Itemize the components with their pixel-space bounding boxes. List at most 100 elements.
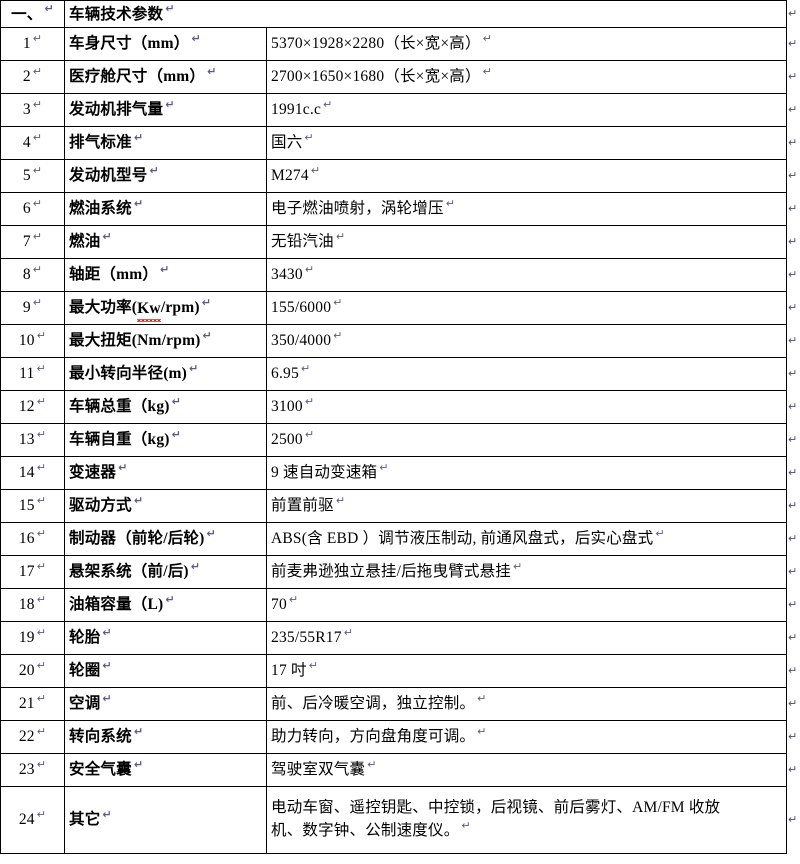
row-value-cell: M274 ↵ [266,159,787,193]
row-value: 国六 [271,134,303,152]
row-label: 安全气囊 [69,761,132,779]
row-value-cell: 前、后冷暖空调，独立控制。 ↵ [266,687,787,721]
vehicle-spec-table: 一、 ↵ 车辆技术参数 ↵ 1 ↵ 车身尺寸（mm） ↵ 5370×1928×2280（长×… [0,0,787,854]
row-label-cell: 制动器（前轮/后轮) ↵ [64,522,267,556]
row-label: 最大扭矩(Nm/rpm) [69,332,201,350]
row-number: 18 [18,596,35,614]
paragraph-mark-icon: ↵ [477,692,487,706]
row-number-cell: 9 ↵ [0,291,65,325]
table-row: 24 ↵ 其它 ↵ 电动车窗、遥控钥匙、中控锁，后视镜、前后雾灯、AM/FM 收放 机、数… [0,786,787,854]
paragraph-mark-icon: ↵ [165,98,175,112]
row-number: 15 [18,497,35,515]
paragraph-mark-icon: ↵ [379,461,389,475]
row-number-cell: 23 ↵ [0,753,65,787]
row-number-cell: 16 ↵ [0,522,65,556]
paragraph-mark-icon: ↵ [133,131,144,145]
row-value: 9 速自动变速箱 [271,464,378,482]
paragraph-mark-icon: ↵ [482,32,493,46]
paragraph-mark-icon: ↵ [788,301,798,314]
paragraph-mark-icon: ↵ [788,7,798,20]
paragraph-mark-icon: ↵ [36,461,47,475]
row-value-cell: 350/4000 ↵ [266,324,787,358]
paragraph-mark-icon: ↵ [201,296,212,310]
paragraph-mark-icon: ↵ [288,593,299,607]
row-label-cell: 转向系统 ↵ [64,720,267,754]
row-label: 发动机型号 [69,167,148,185]
paragraph-mark-icon: ↵ [32,65,43,79]
row-number: 11 [19,365,35,383]
row-value-cell: 电动车窗、遥控钥匙、中控锁，后视镜、前后雾灯、AM/FM 收放 机、数字钟、公制速… [266,786,787,854]
row-value-cell: 1991c.c ↵ [266,93,787,127]
row-value: 电子燃油喷射，涡轮增压 [271,200,444,218]
row-value: 驾驶室双气囊 [271,761,366,779]
row-value: 助力转向，方向盘角度可调。 [271,728,476,746]
paragraph-mark-icon: ↵ [333,296,343,310]
paragraph-mark-icon: ↵ [300,362,311,376]
row-value: ABS(含 EBD ）调节液压制动, 前通风盘式，后实心盘式 [271,530,654,548]
table-row: 4 ↵ 排气标准 ↵ 国六 ↵ [0,126,787,160]
row-label: 车身尺寸（mm） [69,35,190,53]
row-number: 16 [18,530,35,548]
paragraph-mark-icon: ↵ [102,626,112,640]
paragraph-mark-icon: ↵ [343,626,354,640]
row-number-cell: 17 ↵ [0,555,65,589]
row-number: 2 [22,68,31,86]
row-label: 燃油 [69,233,101,251]
paragraph-mark-icon: ↵ [160,263,170,277]
row-label-cell: 车辆自重（kg) ↵ [64,423,267,457]
row-value-cell: 前麦弗逊独立悬挂/后拖曳臂式悬挂 ↵ [266,555,787,589]
paragraph-mark-icon: ↵ [788,235,798,248]
paragraph-mark-icon: ↵ [788,202,798,215]
row-label: 发动机排气量 [69,101,164,119]
section-title-cell: 车辆技术参数 ↵ [64,0,787,28]
row-value-line-2-text: 机、数字钟、公制速度仪。 [271,822,460,840]
row-value: 1991c.c [271,101,322,119]
section-title: 车辆技术参数 [69,5,164,23]
row-number: 21 [18,695,35,713]
row-label-cell: 轮圈 ↵ [64,654,267,688]
row-label: 驱动方式 [69,497,132,515]
paragraph-mark-icon: ↵ [36,362,46,376]
row-number-cell: 19 ↵ [0,621,65,655]
paragraph-mark-icon: ↵ [189,362,199,376]
paragraph-mark-icon: ↵ [36,626,47,640]
row-value: 前置前驱 [271,497,334,515]
paragraph-mark-icon: ↵ [482,65,493,79]
paragraph-mark-icon: ↵ [788,103,798,116]
table-row: 15 ↵ 驱动方式 ↵ 前置前驱 ↵ [0,489,787,523]
table-row: 1 ↵ 车身尺寸（mm） ↵ 5370×1928×2280（长×宽×高） ↵ [0,27,787,61]
row-label: 制动器（前轮/后轮) [69,530,205,548]
row-value: M274 [271,167,309,185]
paragraph-mark-icon: ↵ [513,560,523,574]
paragraph-mark-icon: ↵ [788,664,798,677]
row-label: 油箱容量（L) [69,596,164,614]
paragraph-mark-icon: ↵ [207,65,217,79]
paragraph-mark-icon: ↵ [788,565,798,578]
paragraph-mark-icon: ↵ [461,818,471,832]
table-row: 12 ↵ 车辆总重（kg) ↵ 3100 ↵ [0,390,787,424]
paragraph-mark-icon: ↵ [788,813,798,826]
table-row: 5 ↵ 发动机型号 ↵ M274 ↵ [0,159,787,193]
row-number: 14 [18,464,35,482]
row-number-cell: 8 ↵ [0,258,65,292]
row-number: 17 [18,563,35,581]
paragraph-mark-icon: ↵ [36,659,47,673]
row-label: 变速器 [69,464,117,482]
paragraph-mark-icon: ↵ [477,725,487,739]
paragraph-mark-icon: ↵ [788,37,798,50]
row-value: 3100 [271,398,303,416]
row-value-line-2: 机、数字钟、公制速度仪。 ↵ [271,819,782,842]
paragraph-mark-icon: ↵ [36,428,47,442]
paragraph-mark-icon: ↵ [788,466,798,479]
row-label-cell: 排气标准 ↵ [64,126,267,160]
paragraph-mark-icon: ↵ [133,494,144,508]
table-row: 22 ↵ 转向系统 ↵ 助力转向，方向盘角度可调。 ↵ [0,720,787,754]
row-label: 排气标准 [69,134,132,152]
row-value-cell: 70 ↵ [266,588,787,622]
paragraph-mark-icon: ↵ [788,763,798,776]
row-label-cell: 悬架系统（前/后) ↵ [64,555,267,589]
table-row: 11 ↵ 最小转向半径(m) ↵ 6.95 ↵ [0,357,787,391]
table-row: 16 ↵ 制动器（前轮/后轮) ↵ ABS(含 EBD ）调节液压制动, 前通风盘式，后… [0,522,787,556]
row-number: 1 [22,35,31,53]
row-label-cell: 油箱容量（L) ↵ [64,588,267,622]
